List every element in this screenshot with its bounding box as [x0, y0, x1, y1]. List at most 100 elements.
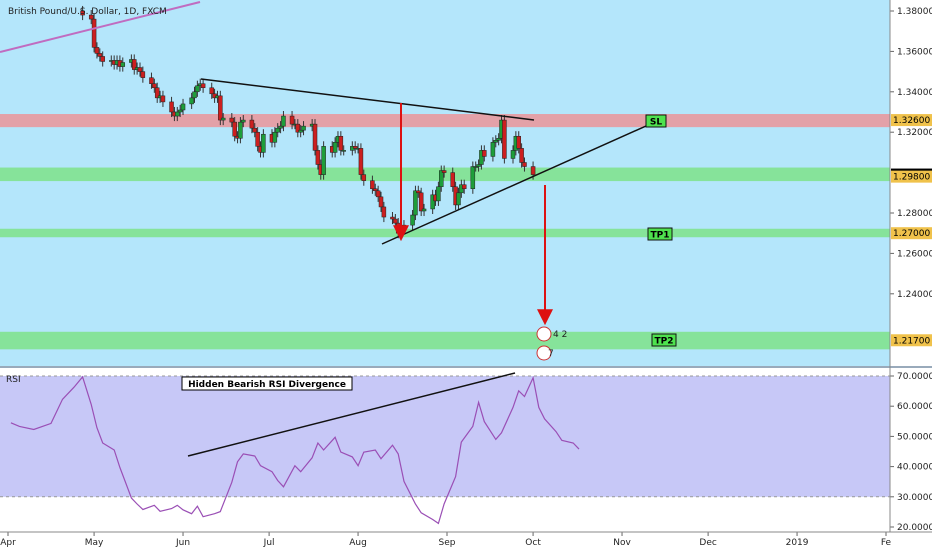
candle	[439, 165, 444, 192]
candlestick-series	[80, 5, 536, 239]
candle	[381, 201, 387, 223]
price-axis-marker: 1.27000	[891, 227, 932, 240]
candle	[149, 72, 154, 89]
candle	[416, 185, 421, 198]
time-tick-label: Jul	[263, 538, 275, 548]
candle	[441, 165, 447, 178]
svg-text:1.32600: 1.32600	[893, 116, 930, 126]
candle	[200, 78, 206, 93]
candle	[120, 57, 126, 72]
candle	[370, 175, 375, 194]
candle	[97, 48, 103, 62]
candle	[131, 54, 137, 75]
candle	[140, 66, 146, 83]
time-tick-label: May	[85, 538, 104, 548]
price-tick-label: 1.38000	[897, 7, 932, 17]
candle	[519, 143, 524, 168]
svg-text:4 2: 4 2	[553, 330, 567, 340]
candle	[241, 115, 246, 128]
candle	[496, 133, 501, 146]
candle	[315, 145, 321, 170]
price-tick-label: 1.34000	[897, 88, 932, 98]
candle	[238, 117, 243, 144]
candle	[295, 119, 301, 138]
candle	[390, 211, 395, 225]
upper-trend-line	[0, 1, 201, 53]
zone-label: SL	[645, 114, 667, 128]
candle	[352, 141, 358, 154]
candle	[450, 167, 455, 192]
time-tick-label: Sep	[439, 538, 456, 548]
rsi-layer	[0, 372, 890, 525]
candle	[152, 78, 157, 93]
svg-text:SL: SL	[650, 118, 662, 128]
candle	[421, 203, 427, 217]
price-axis-marker: 1.29800	[891, 170, 932, 183]
rsi-tick-label: 40.0000	[897, 463, 932, 473]
candle	[418, 187, 424, 217]
candle	[281, 110, 286, 132]
candle	[502, 115, 507, 164]
candle	[180, 98, 186, 116]
price-axis-marker: 1.21700	[891, 334, 932, 347]
candle	[522, 157, 527, 172]
candle	[218, 90, 223, 126]
price-zone	[0, 228, 890, 238]
candle	[470, 161, 476, 194]
price-tick-label: 1.32000	[897, 128, 932, 138]
price-zone	[0, 114, 890, 128]
event-badge[interactable]: 4 2	[536, 326, 567, 342]
candle	[91, 14, 97, 53]
price-axis-marker: 1.32600	[891, 114, 932, 127]
candle	[189, 92, 194, 109]
rsi-title: RSI	[6, 375, 21, 385]
candle	[473, 161, 478, 172]
price-tick-label: 1.24000	[897, 290, 932, 300]
zone-label: TP2	[651, 333, 677, 347]
candle	[192, 86, 197, 103]
zone-label: TP1	[647, 227, 673, 241]
candle	[321, 141, 326, 180]
candle	[312, 119, 318, 156]
candle	[160, 90, 166, 107]
candle	[493, 135, 499, 148]
candle	[510, 145, 516, 164]
time-tick-label: Aug	[349, 538, 367, 548]
candle	[94, 42, 100, 59]
event-badge[interactable]: 7	[536, 345, 554, 361]
candle	[410, 209, 415, 231]
rsi-tick-label: 70.0000	[897, 372, 932, 382]
candle	[275, 123, 280, 138]
candle	[378, 191, 384, 212]
triangle-support-line	[381, 125, 647, 245]
candle	[338, 131, 344, 156]
chart-title: British Pound/U.S. Dollar, 1D, FXCM	[8, 7, 167, 17]
rsi-tick-label: 30.0000	[897, 493, 932, 503]
candle	[289, 110, 295, 130]
candle	[175, 106, 180, 122]
candle	[482, 145, 487, 162]
candle	[80, 5, 85, 21]
candle	[177, 104, 183, 118]
time-tick-label: Apr	[0, 538, 16, 548]
rsi-tick-label: 50.0000	[897, 432, 932, 442]
candle	[255, 127, 260, 152]
candle	[249, 115, 255, 134]
rsi-line	[10, 375, 580, 525]
time-tick-label: Oct	[525, 538, 541, 548]
candle	[261, 129, 266, 158]
candle	[195, 80, 200, 97]
candle	[209, 82, 214, 99]
candle	[436, 181, 441, 206]
divergence-label: Hidden Bearish RSI Divergence	[188, 380, 346, 390]
price-tick-label: 1.28000	[897, 209, 932, 219]
rsi-tick-label: 60.0000	[897, 402, 932, 412]
candle	[361, 169, 367, 186]
candle	[154, 82, 160, 103]
candle	[358, 143, 364, 180]
time-tick-label: Dec	[699, 538, 716, 548]
svg-text:TP1: TP1	[651, 231, 670, 241]
price-panel-bg	[0, 0, 890, 366]
